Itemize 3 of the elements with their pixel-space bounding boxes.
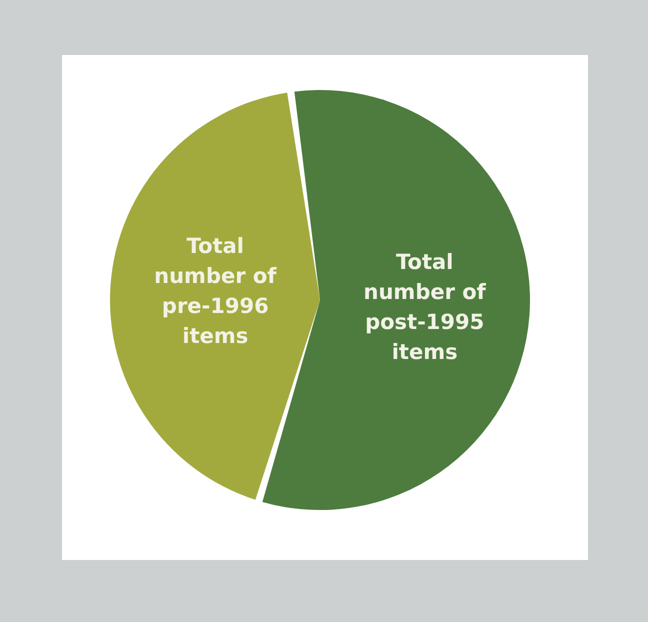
- pie-slice: [110, 92, 320, 500]
- slice-label: Total number of post-1995 items: [364, 250, 487, 364]
- slice-label: Total number of pre-1996 items: [154, 234, 278, 348]
